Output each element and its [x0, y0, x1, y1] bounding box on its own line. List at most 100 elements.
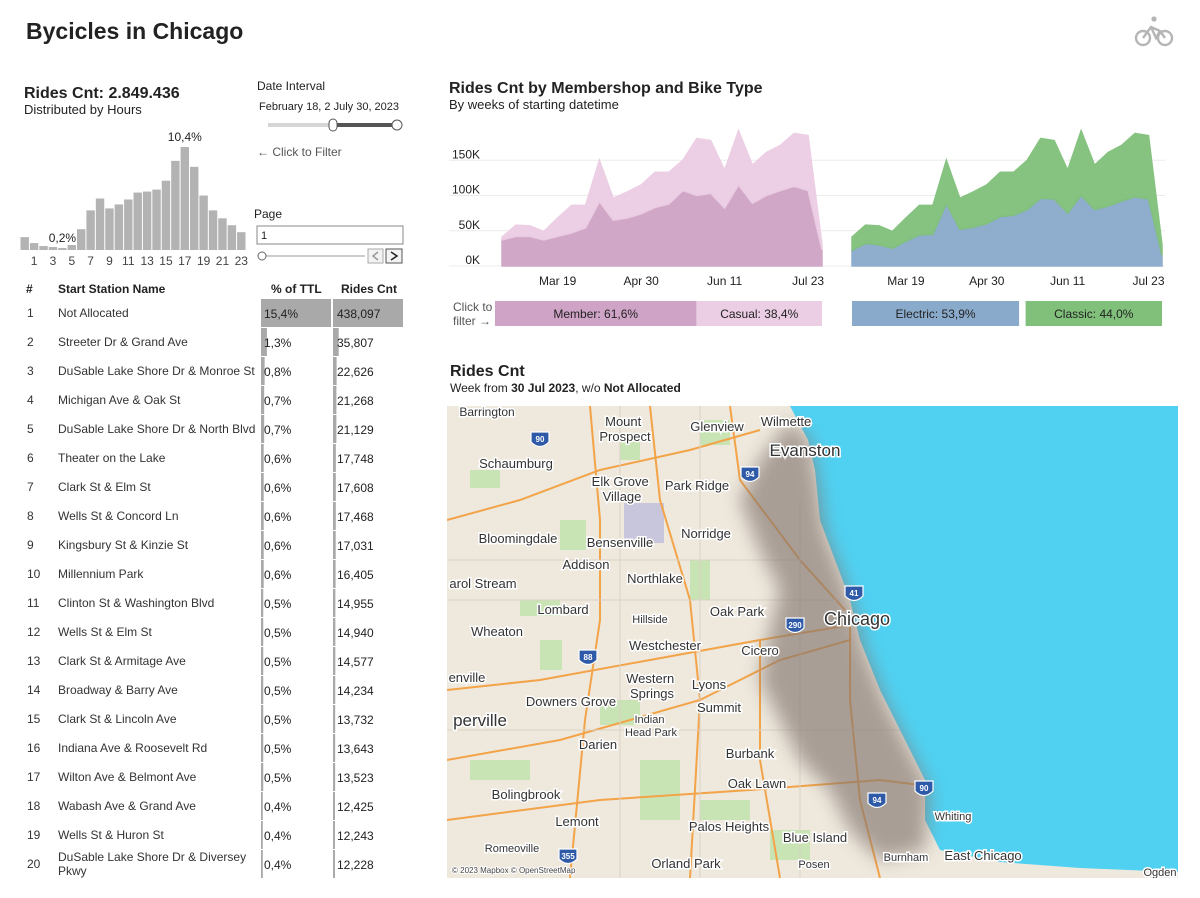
- x-tick-label: 3: [50, 254, 57, 268]
- place-label: Palos Heights: [689, 819, 770, 834]
- bar: [95, 198, 105, 250]
- rank: 6: [27, 451, 34, 465]
- pct-bar: [261, 415, 265, 443]
- page-prev[interactable]: [367, 248, 384, 264]
- rank: 11: [27, 596, 40, 610]
- map-attribution: © 2023 Mapbox © OpenStreetMap: [452, 866, 576, 875]
- place-label: Lemont: [555, 814, 599, 829]
- rank: 14: [27, 683, 41, 697]
- place-label: East Chicago: [944, 848, 1021, 863]
- column-header: % of TTL: [271, 282, 322, 296]
- pct-label: 0,5%: [264, 655, 292, 669]
- shield-label: 41: [850, 589, 859, 598]
- pct-bar: [261, 444, 264, 472]
- rides-bar: [333, 647, 336, 675]
- rides-label: 21,129: [337, 423, 374, 437]
- station-name: Clark St & Lincoln Ave: [58, 712, 177, 726]
- rides-label: 12,425: [337, 800, 374, 814]
- y-tick-label: 150K: [452, 147, 480, 161]
- x-tick-label: 23: [235, 254, 249, 268]
- station-name: Theater on the Lake: [58, 451, 166, 465]
- y-tick-label: 100K: [452, 183, 480, 197]
- pct-label: 0,5%: [264, 713, 292, 727]
- filter-bar[interactable]: [1025, 301, 1162, 326]
- pct-label: 0,6%: [264, 568, 292, 582]
- place-label: Bolingbrook: [492, 787, 561, 802]
- subtitle-part: , w/o: [575, 381, 604, 395]
- page-input[interactable]: [256, 225, 404, 245]
- date-value: February 18, 2 July 30, 2023: [259, 101, 399, 113]
- bike-icon: [1134, 16, 1174, 47]
- pct-label: 0,5%: [264, 771, 292, 785]
- page-title: Bycicles in Chicago: [26, 18, 243, 44]
- page-label: Page: [254, 207, 282, 221]
- bar: [86, 210, 95, 250]
- place-label: Posen: [798, 859, 829, 871]
- date-label: Date Interval: [257, 79, 325, 93]
- pct-label: 0,6%: [264, 510, 292, 524]
- place-label: Mount Prospect: [599, 414, 651, 444]
- place-label: Orland Park: [651, 856, 721, 871]
- pct-label: 0,7%: [264, 394, 292, 408]
- rides-bar: [333, 473, 336, 501]
- rides-label: 14,955: [337, 597, 374, 611]
- rank: 4: [27, 393, 34, 407]
- highway-shield: 90: [530, 431, 550, 448]
- pct-bar: [261, 676, 264, 704]
- place-label: Cicero: [741, 643, 779, 658]
- rank: 18: [27, 799, 41, 813]
- x-tick-label: 17: [178, 254, 192, 268]
- rank: 1: [27, 306, 34, 320]
- shield-label: 94: [873, 796, 882, 805]
- bar: [67, 245, 76, 250]
- place-label: Romeoville: [485, 843, 539, 855]
- bar: [237, 232, 246, 250]
- x-tick-label: 5: [68, 254, 75, 268]
- page-slider-handle[interactable]: [257, 251, 267, 261]
- rides-bar: [333, 386, 337, 414]
- rank: 5: [27, 422, 34, 436]
- slider-handle[interactable]: [391, 119, 403, 131]
- place-label: Evanston: [770, 441, 841, 460]
- pct-bar: [261, 589, 264, 617]
- station-name: Wells St & Concord Ln: [58, 509, 179, 523]
- pct-bar: [261, 821, 263, 849]
- slider-handle[interactable]: [328, 118, 338, 132]
- bar: [114, 204, 124, 250]
- rides-bar: [333, 560, 336, 588]
- filter-bar[interactable]: [696, 301, 822, 326]
- rank: 20: [27, 857, 41, 871]
- station-name: DuSable Lake Shore Dr & Diversey Pkwy: [58, 850, 249, 878]
- x-tick-label: 15: [159, 254, 173, 268]
- bar: [29, 243, 39, 250]
- page-next[interactable]: [385, 248, 403, 264]
- x-tick-label: Jun 11: [1050, 274, 1085, 288]
- place-label: Park Ridge: [665, 478, 729, 493]
- bar: [58, 248, 67, 250]
- subtitle-part: Week from: [450, 381, 511, 395]
- pct-label: 0,6%: [264, 481, 292, 495]
- bar: [77, 229, 86, 250]
- filter-bar[interactable]: [852, 301, 1020, 326]
- station-name: Wells St & Huron St: [58, 828, 164, 842]
- rides-label: 12,243: [337, 829, 374, 843]
- station-name: Wilton Ave & Belmont Ave: [58, 770, 197, 784]
- rides-label: 13,643: [337, 742, 374, 756]
- place-label: Hillside: [632, 614, 667, 626]
- rides-bar: [333, 444, 336, 472]
- highway-shield: 355: [558, 848, 578, 865]
- station-name: DuSable Lake Shore Dr & Monroe St: [58, 364, 255, 378]
- bar: [180, 147, 189, 250]
- bar: [199, 195, 208, 250]
- shield-label: 90: [920, 784, 929, 793]
- map: 90 94 41 290 88 355 94 90 Barrington Mount Prospe…: [447, 406, 1178, 878]
- station-name: Clinton St & Washington Blvd: [58, 596, 214, 610]
- rank: 16: [27, 741, 41, 755]
- filter-bar[interactable]: [495, 301, 697, 326]
- pct-label: 0,5%: [264, 597, 292, 611]
- shield: [867, 792, 887, 809]
- shield: [844, 585, 864, 602]
- rides-label: 16,405: [337, 568, 374, 582]
- place-label: Indian Head Park: [625, 714, 677, 739]
- place-label: Oak Park: [710, 604, 765, 619]
